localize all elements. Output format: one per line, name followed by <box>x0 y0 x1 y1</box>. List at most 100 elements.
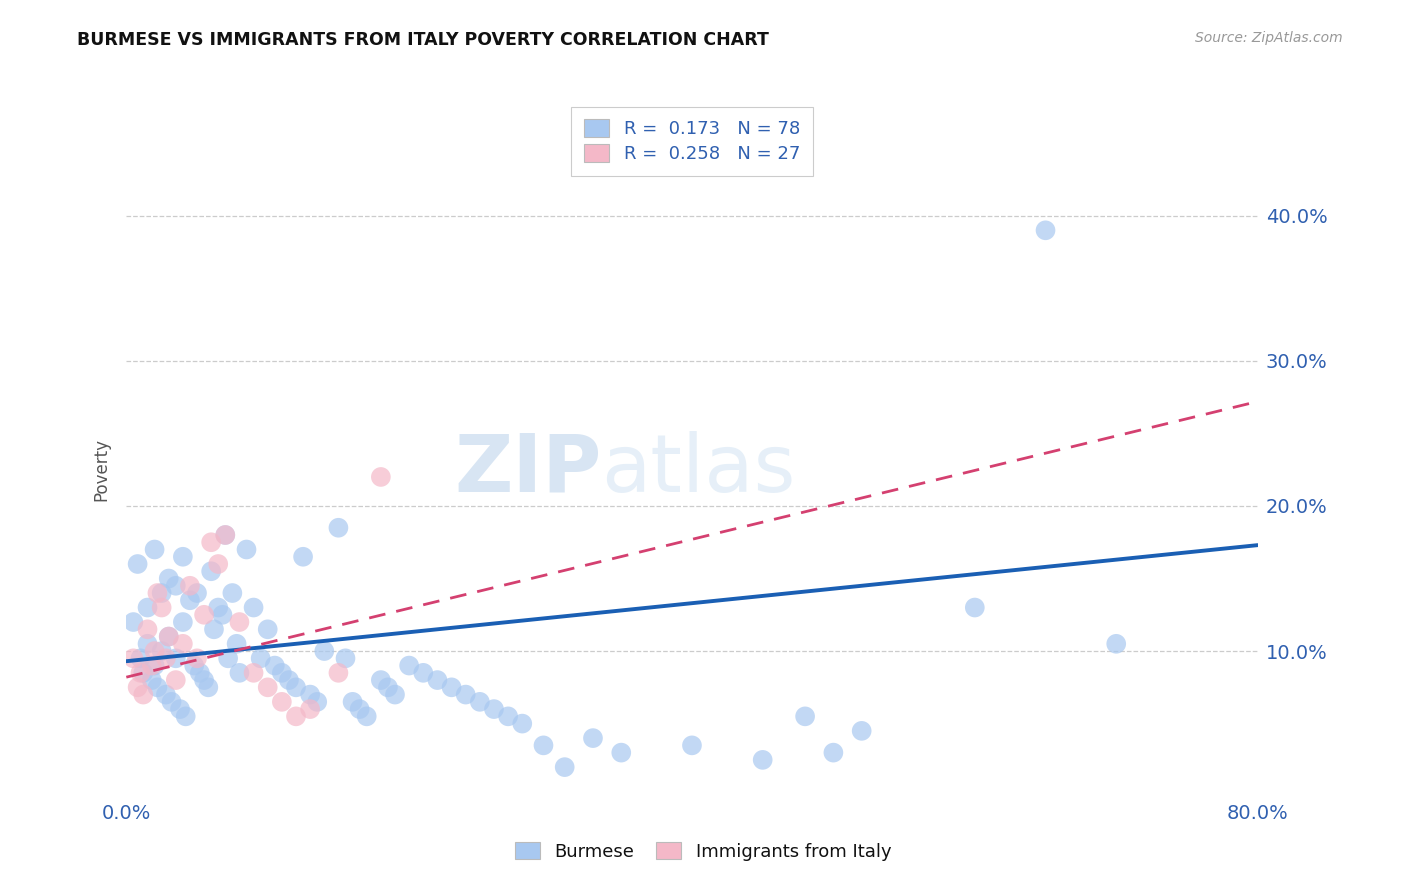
Point <box>150 586 173 600</box>
Point <box>136 637 159 651</box>
Point <box>249 651 271 665</box>
Point <box>342 695 364 709</box>
Point <box>214 528 236 542</box>
Point <box>127 681 149 695</box>
Point <box>146 586 169 600</box>
Point <box>157 630 180 644</box>
Point <box>314 644 336 658</box>
Point <box>141 673 163 687</box>
Y-axis label: Poverty: Poverty <box>93 438 110 501</box>
Point <box>277 673 299 687</box>
Text: ZIP: ZIP <box>454 431 602 508</box>
Point <box>165 673 187 687</box>
Point <box>349 702 371 716</box>
Point <box>155 651 177 665</box>
Point <box>228 615 250 629</box>
Point <box>129 665 152 680</box>
Point <box>610 746 633 760</box>
Point <box>285 681 308 695</box>
Point <box>794 709 817 723</box>
Point <box>136 600 159 615</box>
Point <box>285 709 308 723</box>
Point <box>370 673 392 687</box>
Point <box>1035 223 1057 237</box>
Point <box>370 470 392 484</box>
Point <box>157 572 180 586</box>
Point <box>554 760 576 774</box>
Text: Source: ZipAtlas.com: Source: ZipAtlas.com <box>1195 31 1343 45</box>
Point <box>256 681 278 695</box>
Point <box>146 681 169 695</box>
Point <box>141 658 163 673</box>
Point <box>132 665 155 680</box>
Point <box>179 593 201 607</box>
Point <box>510 716 533 731</box>
Point <box>197 681 219 695</box>
Point <box>242 665 264 680</box>
Point <box>129 651 152 665</box>
Point <box>172 549 194 564</box>
Text: BURMESE VS IMMIGRANTS FROM ITALY POVERTY CORRELATION CHART: BURMESE VS IMMIGRANTS FROM ITALY POVERTY… <box>77 31 769 49</box>
Point <box>228 665 250 680</box>
Point <box>270 695 292 709</box>
Point <box>174 709 197 723</box>
Point <box>207 557 229 571</box>
Point <box>496 709 519 723</box>
Point <box>165 579 187 593</box>
Point <box>214 528 236 542</box>
Point <box>328 665 350 680</box>
Point <box>377 681 399 695</box>
Point <box>160 695 183 709</box>
Point <box>384 688 406 702</box>
Point <box>1105 637 1128 651</box>
Point <box>468 695 491 709</box>
Point <box>335 651 357 665</box>
Point <box>188 665 211 680</box>
Point <box>211 607 233 622</box>
Point <box>426 673 449 687</box>
Point <box>172 637 194 651</box>
Point <box>751 753 773 767</box>
Point <box>307 695 329 709</box>
Point <box>412 665 434 680</box>
Point <box>193 673 215 687</box>
Point <box>186 586 208 600</box>
Point <box>292 549 315 564</box>
Text: atlas: atlas <box>602 431 796 508</box>
Point <box>299 688 322 702</box>
Point <box>440 681 463 695</box>
Point <box>143 658 166 673</box>
Point <box>217 651 239 665</box>
Point <box>122 651 145 665</box>
Point <box>202 622 225 636</box>
Point <box>200 564 222 578</box>
Point <box>328 521 350 535</box>
Point <box>169 702 191 716</box>
Point <box>482 702 505 716</box>
Point <box>183 658 205 673</box>
Point <box>851 723 873 738</box>
Point <box>221 586 243 600</box>
Point <box>165 651 187 665</box>
Point <box>398 658 420 673</box>
Point <box>256 622 278 636</box>
Point <box>193 607 215 622</box>
Point <box>143 644 166 658</box>
Point <box>122 615 145 629</box>
Point <box>681 739 703 753</box>
Point <box>299 702 322 716</box>
Point <box>136 622 159 636</box>
Point <box>263 658 285 673</box>
Point <box>186 651 208 665</box>
Legend: R =  0.173   N = 78, R =  0.258   N = 27: R = 0.173 N = 78, R = 0.258 N = 27 <box>571 106 813 176</box>
Point <box>533 739 555 753</box>
Point <box>155 688 177 702</box>
Point <box>963 600 986 615</box>
Point <box>157 630 180 644</box>
Point <box>200 535 222 549</box>
Point <box>150 644 173 658</box>
Point <box>127 557 149 571</box>
Point <box>143 542 166 557</box>
Point <box>235 542 257 557</box>
Point <box>179 579 201 593</box>
